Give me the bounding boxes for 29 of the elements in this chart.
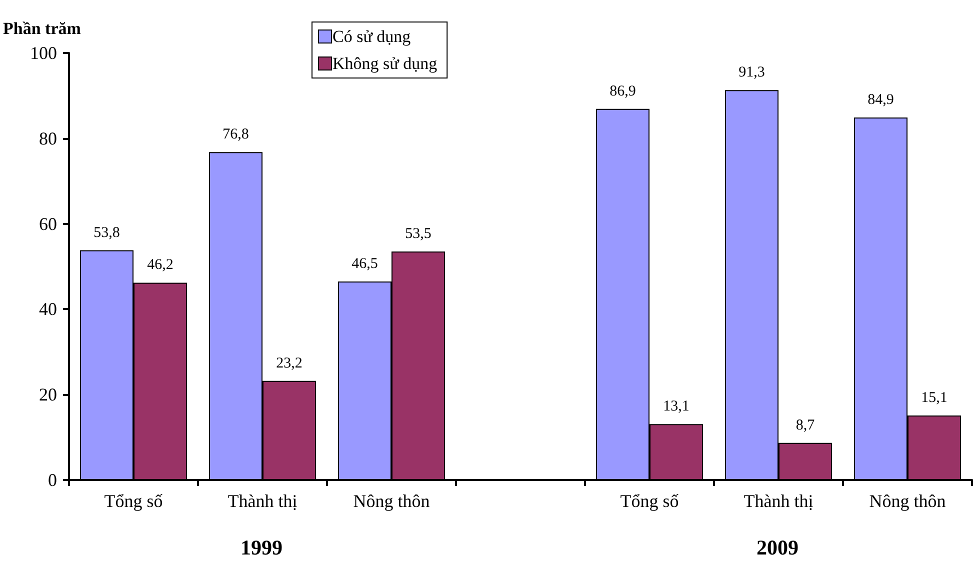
data-label: 91,3 xyxy=(738,64,765,81)
y-tick-label: 80 xyxy=(39,128,57,148)
data-label: 23,2 xyxy=(276,355,302,372)
y-tick-label: 20 xyxy=(39,384,57,405)
y-tick-label: 40 xyxy=(39,299,57,320)
data-label: 46,2 xyxy=(147,257,174,274)
y-tick-label: 0 xyxy=(48,470,57,490)
data-label: 84,9 xyxy=(868,92,894,108)
x-tick-label: Nông thôn xyxy=(353,491,430,511)
data-label: 46,5 xyxy=(352,256,378,272)
text: 1999 xyxy=(240,536,282,560)
x-tick-label: Thành thị xyxy=(228,491,298,511)
data-label: 15,1 xyxy=(921,390,948,406)
data-label: 53,8 xyxy=(94,224,120,241)
y-axis-title: Phần trăm xyxy=(3,19,81,38)
data-label: 86,9 xyxy=(610,83,636,100)
x-tick-label: Tổng số xyxy=(104,491,163,511)
data-label: 13,1 xyxy=(663,398,690,415)
y-tick-label: 60 xyxy=(39,214,57,234)
legend-label: Không sử dụng xyxy=(332,54,438,73)
data-label: 53,5 xyxy=(405,226,432,242)
x-tick-label: Nông thôn xyxy=(869,491,946,511)
x-tick-label: Thành thị xyxy=(744,491,814,511)
data-label: 76,8 xyxy=(222,126,249,143)
y-tick-label: 100 xyxy=(30,43,57,63)
data-label: 8,7 xyxy=(796,417,816,434)
legend-label: Có sử dụng xyxy=(332,27,412,46)
text: 2009 xyxy=(756,536,798,560)
x-tick-label: Tổng số xyxy=(620,491,679,511)
